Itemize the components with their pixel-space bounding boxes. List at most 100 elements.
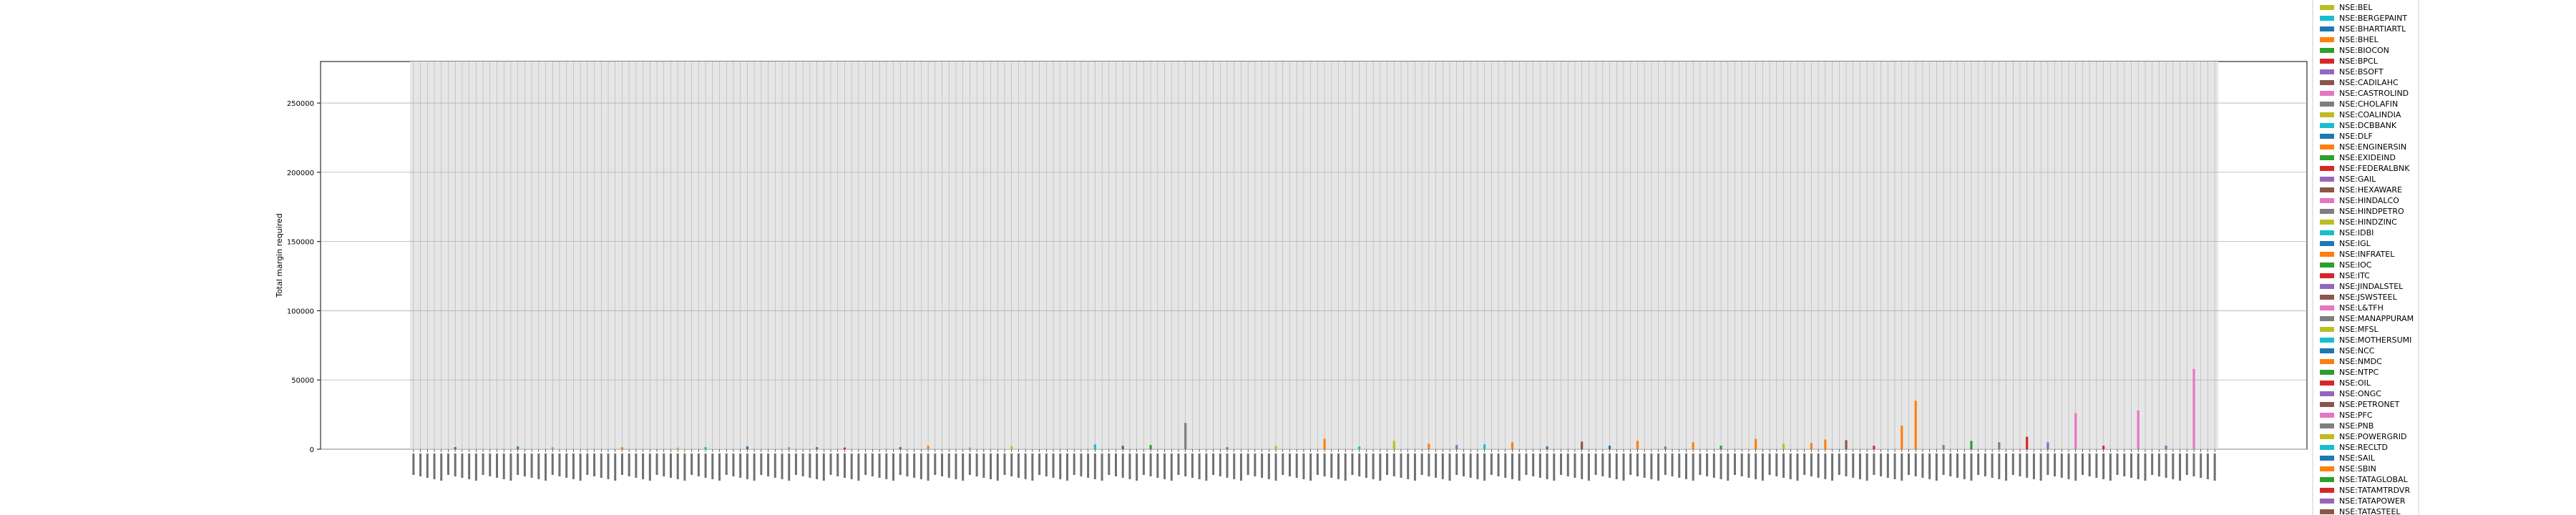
x-tick-label	[1622, 453, 1625, 481]
legend-label: NSE:HINDPETRO	[2339, 207, 2404, 216]
x-tick-label	[676, 453, 679, 479]
x-tick-label	[1309, 453, 1312, 481]
x-tick-label	[1198, 453, 1201, 479]
x-tick-label	[1566, 453, 1569, 476]
x-tick-label	[1998, 453, 2001, 479]
legend-label: NSE:INFRATEL	[2339, 250, 2395, 259]
bar	[1511, 442, 1514, 449]
x-tick-label	[767, 453, 770, 476]
legend-label: NSE:TATASTEEL	[2339, 507, 2401, 515]
legend-swatch	[2320, 456, 2334, 461]
x-tick-label	[1907, 453, 1910, 475]
x-tick-label	[2206, 453, 2209, 479]
x-tick-label	[2054, 453, 2057, 476]
x-tick-label	[1789, 453, 1792, 479]
legend-label: NSE:TATAPOWER	[2339, 496, 2406, 506]
x-tick-label	[2137, 453, 2140, 479]
x-tick-label	[1719, 453, 1722, 479]
legend-label: NSE:MFSL	[2339, 325, 2379, 334]
x-tick-label	[1831, 453, 1834, 481]
x-tick-label	[655, 453, 658, 475]
x-tick-label	[558, 453, 561, 476]
x-tick-label	[1413, 453, 1416, 481]
bar	[676, 447, 679, 449]
x-tick-label	[1038, 453, 1041, 475]
bar	[843, 447, 847, 449]
legend-swatch	[2320, 241, 2334, 246]
x-tick-label	[572, 453, 575, 479]
x-tick-label	[1024, 453, 1027, 479]
x-tick-label	[2185, 453, 2188, 475]
bar	[788, 447, 791, 449]
x-tick-label	[941, 453, 944, 476]
bar	[2046, 442, 2049, 449]
x-tick-label	[794, 453, 797, 475]
x-tick-label	[1761, 453, 1764, 481]
x-tick-label	[913, 453, 916, 478]
legend-label: NSE:OIL	[2339, 378, 2371, 388]
x-tick-label	[1351, 453, 1354, 475]
legend-label: NSE:BEL	[2339, 3, 2373, 12]
x-tick-label	[2026, 453, 2029, 478]
bar	[815, 447, 819, 449]
x-tick-label	[857, 453, 860, 481]
x-tick-label	[1858, 453, 1861, 479]
x-tick-label	[1483, 453, 1486, 481]
bar	[1914, 401, 1917, 449]
legend-swatch	[2320, 445, 2334, 450]
x-tick-label	[1163, 453, 1166, 479]
x-tick-label	[1261, 453, 1264, 478]
x-tick-label	[1239, 453, 1242, 481]
x-tick-label	[1177, 453, 1180, 475]
bar	[1942, 445, 1945, 449]
x-tick-label	[1080, 453, 1083, 476]
legend-label: NSE:COALINDIA	[2339, 110, 2401, 119]
x-tick-label	[1128, 453, 1131, 479]
legend-label: NSE:PETRONET	[2339, 400, 2400, 409]
x-tick-label	[1344, 453, 1347, 481]
x-tick-label	[927, 453, 930, 481]
legend-label: NSE:MANAPPURAM	[2339, 314, 2414, 323]
x-tick-label	[502, 453, 505, 479]
x-tick-label	[1852, 453, 1855, 478]
legend-label: NSE:IGL	[2339, 239, 2371, 248]
x-tick-label	[746, 453, 748, 479]
legend-swatch	[2320, 123, 2334, 128]
legend-swatch	[2320, 509, 2334, 514]
x-tick-label	[1594, 453, 1597, 475]
x-tick-label	[2123, 453, 2126, 476]
bar	[1010, 446, 1013, 449]
x-tick-label	[628, 453, 630, 476]
x-tick-label	[1949, 453, 1952, 476]
bar	[1636, 441, 1639, 449]
x-tick-label	[2095, 453, 2098, 478]
legend-swatch	[2320, 466, 2334, 471]
x-tick-label	[537, 453, 540, 479]
bar	[1845, 440, 1848, 449]
x-tick-label	[1817, 453, 1820, 478]
bar	[1873, 446, 1875, 449]
x-tick-label	[1226, 453, 1229, 478]
x-tick-label	[1101, 453, 1103, 481]
x-tick-label	[1601, 453, 1604, 476]
x-tick-label	[2032, 453, 2035, 479]
bar	[454, 447, 457, 449]
legend-label: NSE:L&TFH	[2339, 303, 2384, 313]
x-tick-label	[1768, 453, 1771, 475]
x-tick-label	[1615, 453, 1618, 479]
x-tick-label	[2060, 453, 2063, 478]
legend-swatch	[2320, 391, 2334, 396]
x-tick-label	[1643, 453, 1646, 478]
x-tick-label	[1282, 453, 1284, 475]
legend-label: NSE:SBIN	[2339, 464, 2376, 474]
x-tick-label	[495, 453, 498, 478]
x-tick-label	[1302, 453, 1305, 479]
legend-label: NSE:IOC	[2339, 260, 2372, 270]
legend-swatch	[2320, 112, 2334, 117]
bar	[2137, 410, 2140, 449]
x-tick-label	[1045, 453, 1048, 476]
x-tick-label	[1441, 453, 1444, 479]
y-tick-label: 50000	[291, 377, 314, 385]
x-tick-label	[2088, 453, 2091, 476]
x-tick-label	[1212, 453, 1215, 475]
